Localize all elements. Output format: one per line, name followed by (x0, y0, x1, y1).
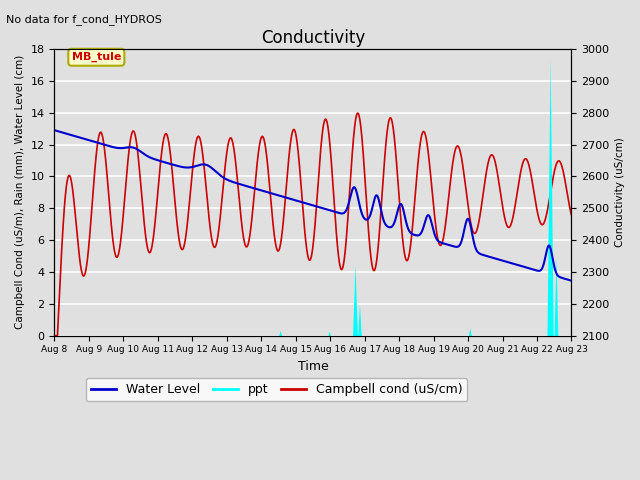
Text: MB_tule: MB_tule (72, 52, 121, 62)
Legend: Water Level, ppt, Campbell cond (uS/cm): Water Level, ppt, Campbell cond (uS/cm) (86, 378, 467, 401)
Text: No data for f_cond_HYDROS: No data for f_cond_HYDROS (6, 14, 163, 25)
Title: Conductivity: Conductivity (261, 29, 365, 48)
X-axis label: Time: Time (298, 360, 328, 373)
Y-axis label: Conductivity (uS/cm): Conductivity (uS/cm) (615, 137, 625, 247)
Y-axis label: Campbell Cond (uS/m), Rain (mm), Water Level (cm): Campbell Cond (uS/m), Rain (mm), Water L… (15, 55, 25, 329)
